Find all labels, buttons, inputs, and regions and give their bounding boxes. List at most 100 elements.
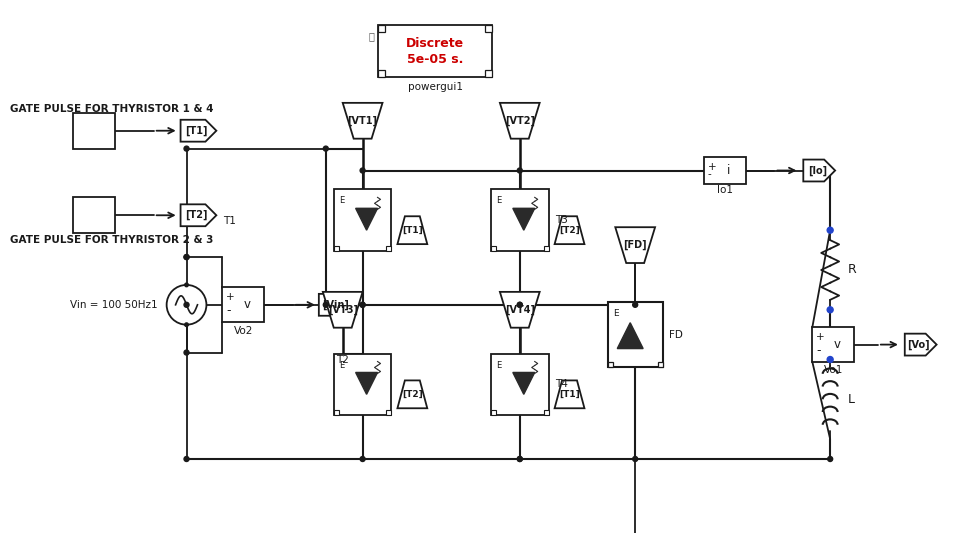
Bar <box>387 410 391 415</box>
Circle shape <box>633 457 637 461</box>
Text: T3: T3 <box>555 215 568 225</box>
Circle shape <box>323 146 328 151</box>
Circle shape <box>184 146 189 151</box>
Circle shape <box>184 457 189 461</box>
Bar <box>73 198 115 233</box>
Circle shape <box>518 457 523 461</box>
Text: ⛓: ⛓ <box>368 31 374 41</box>
Polygon shape <box>356 208 377 230</box>
Text: L: L <box>848 393 855 406</box>
Circle shape <box>827 307 834 313</box>
Polygon shape <box>803 160 835 182</box>
Text: [FD]: [FD] <box>623 240 647 250</box>
Bar <box>703 156 746 184</box>
Bar <box>222 287 264 322</box>
Circle shape <box>518 302 523 307</box>
Text: [T2]: [T2] <box>186 210 208 221</box>
Circle shape <box>518 302 523 307</box>
Polygon shape <box>397 380 427 409</box>
Text: E: E <box>339 197 344 206</box>
Polygon shape <box>500 292 540 328</box>
Text: Vo2: Vo2 <box>234 326 253 336</box>
Text: T4: T4 <box>555 379 568 389</box>
Text: -: - <box>226 304 231 317</box>
Text: [T1]: [T1] <box>559 390 580 399</box>
Circle shape <box>827 227 834 233</box>
Text: powergui1: powergui1 <box>408 82 463 92</box>
Circle shape <box>185 323 189 326</box>
Bar <box>485 25 493 32</box>
Circle shape <box>184 302 189 307</box>
Text: i: i <box>727 164 730 177</box>
Bar <box>657 362 662 367</box>
Text: Discrete: Discrete <box>406 37 464 50</box>
Bar <box>491 410 496 415</box>
Text: [Io]: [Io] <box>808 166 827 176</box>
Bar <box>334 410 339 415</box>
Polygon shape <box>181 205 216 226</box>
Polygon shape <box>904 334 937 356</box>
Polygon shape <box>555 380 585 409</box>
Polygon shape <box>181 120 216 142</box>
Circle shape <box>184 350 189 355</box>
Bar <box>73 113 115 148</box>
Circle shape <box>828 457 833 461</box>
Polygon shape <box>617 323 643 349</box>
Text: [T1]: [T1] <box>402 226 423 234</box>
Text: GATE PULSE FOR THYRISTOR 2 & 3: GATE PULSE FOR THYRISTOR 2 & 3 <box>11 235 213 245</box>
Polygon shape <box>356 372 377 394</box>
Text: [T2]: [T2] <box>402 390 423 399</box>
Text: E: E <box>612 309 618 318</box>
Circle shape <box>518 168 523 173</box>
Circle shape <box>167 285 207 325</box>
Text: [VT3]: [VT3] <box>327 304 358 315</box>
Circle shape <box>184 255 189 260</box>
Bar <box>378 25 385 32</box>
Bar <box>491 246 496 251</box>
Circle shape <box>633 302 637 307</box>
Text: [VT4]: [VT4] <box>504 304 535 315</box>
Bar <box>812 327 854 362</box>
Circle shape <box>323 302 328 307</box>
Circle shape <box>360 457 365 461</box>
Polygon shape <box>343 103 383 139</box>
Bar <box>334 354 391 415</box>
Polygon shape <box>555 216 585 244</box>
Text: E: E <box>496 197 501 206</box>
Bar <box>334 190 391 251</box>
Text: [T2]: [T2] <box>559 226 580 234</box>
Polygon shape <box>319 294 357 316</box>
Bar <box>485 70 493 77</box>
Circle shape <box>360 302 365 307</box>
Text: [VT2]: [VT2] <box>504 116 535 126</box>
Polygon shape <box>323 292 363 328</box>
Text: 5e-05 s.: 5e-05 s. <box>407 52 463 66</box>
Text: +: + <box>226 293 235 302</box>
Text: +: + <box>816 332 825 342</box>
Text: T2: T2 <box>336 355 349 365</box>
Text: [Vo]: [Vo] <box>907 340 930 350</box>
Bar <box>378 70 385 77</box>
Polygon shape <box>500 103 540 139</box>
Circle shape <box>827 357 834 363</box>
Circle shape <box>185 283 189 287</box>
Text: [Vin]: [Vin] <box>323 300 349 310</box>
Text: v: v <box>834 338 840 351</box>
Bar <box>378 25 493 77</box>
Bar <box>334 246 339 251</box>
Bar <box>387 246 391 251</box>
Bar <box>544 246 548 251</box>
Bar <box>491 190 548 251</box>
Polygon shape <box>513 208 535 230</box>
Text: FD: FD <box>669 329 683 340</box>
Text: E: E <box>339 360 344 370</box>
Bar <box>608 302 662 367</box>
Text: [VT1]: [VT1] <box>347 116 378 126</box>
Circle shape <box>360 168 365 173</box>
Bar <box>491 354 548 415</box>
Bar <box>544 410 548 415</box>
Polygon shape <box>615 227 656 263</box>
Polygon shape <box>513 372 535 394</box>
Text: +: + <box>708 162 717 171</box>
Polygon shape <box>397 216 427 244</box>
